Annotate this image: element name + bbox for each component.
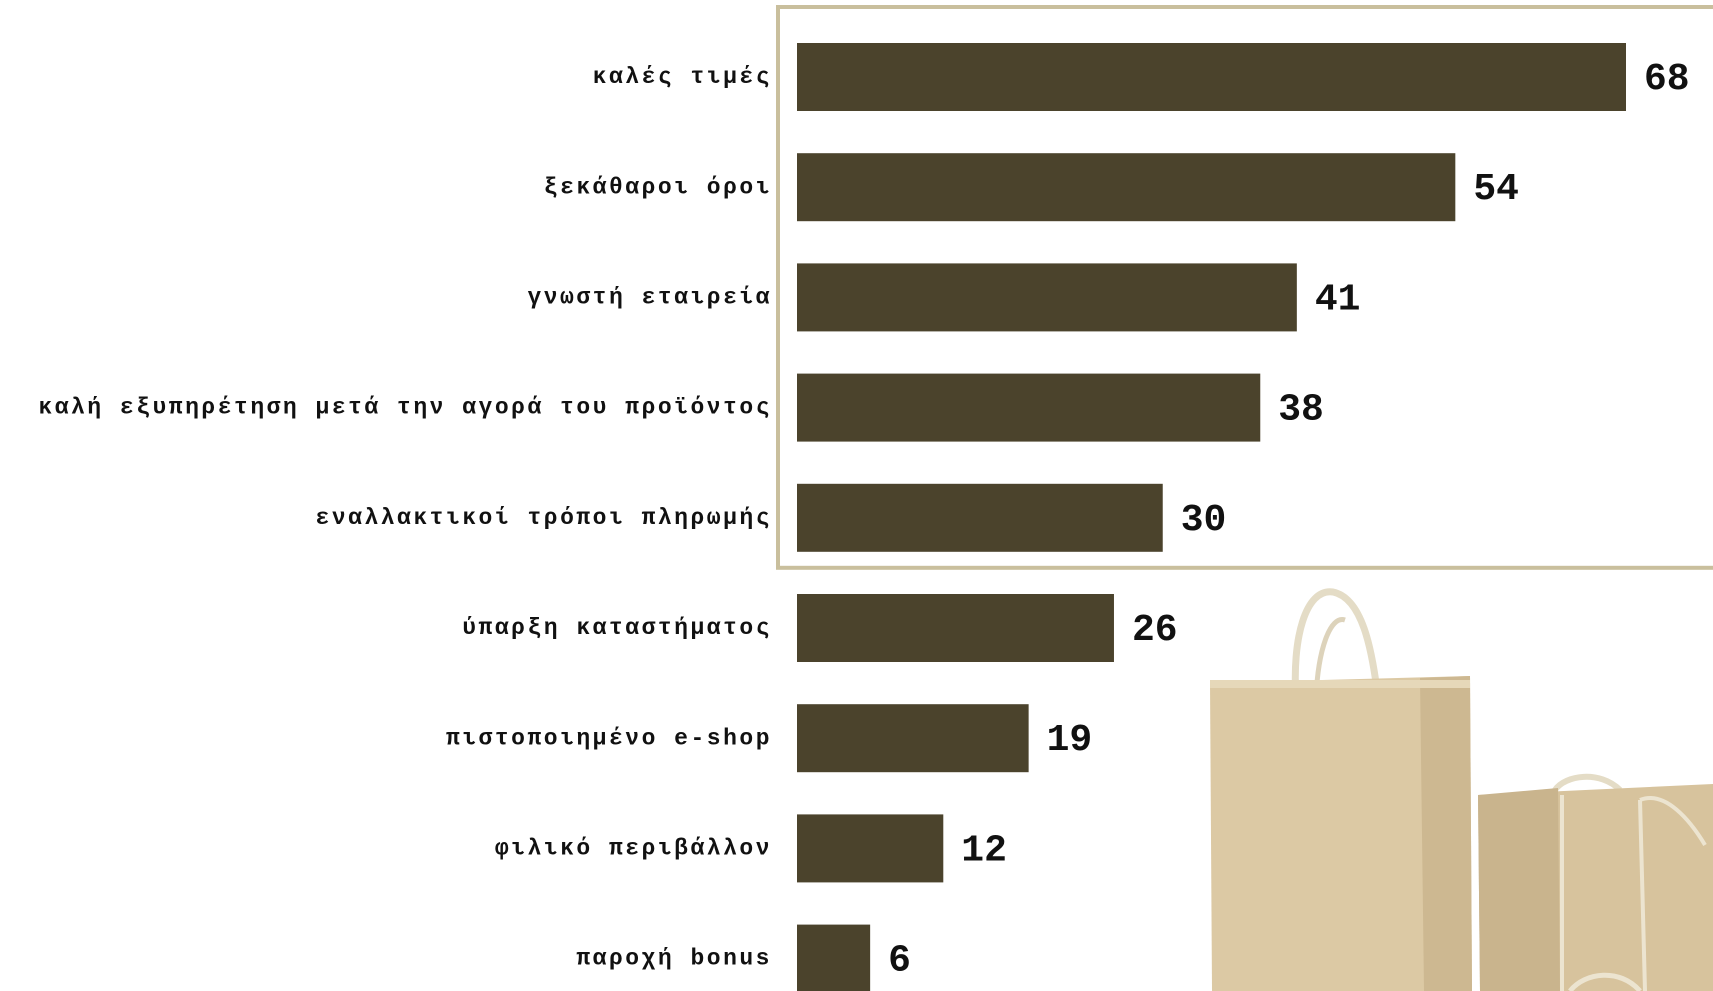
category-label-9: παροχή bonus xyxy=(576,946,772,972)
small-bag-string-loop xyxy=(1639,796,1707,847)
category-label-3: γνωστή εταιρεία xyxy=(527,284,772,310)
large-bag-handle xyxy=(1291,588,1382,699)
bar-4 xyxy=(797,373,1261,442)
highlight-frame xyxy=(776,5,1713,570)
small-bag-fold xyxy=(1478,788,1560,991)
small-bag-string-2 xyxy=(1638,799,1647,991)
large-bag-side-fold xyxy=(1420,676,1472,991)
value-label-6: 26 xyxy=(1132,609,1178,652)
category-label-1: καλές τιμές xyxy=(593,64,772,90)
value-label-9: 6 xyxy=(888,940,911,983)
bar-5 xyxy=(797,483,1163,552)
category-label-2: ξεκάθαροι όροι xyxy=(544,174,772,200)
bar-3 xyxy=(797,263,1297,332)
category-labels: καλές τιμές ξεκάθαροι όροι γνωστή εταιρεία… xyxy=(38,64,772,972)
bar-8 xyxy=(797,814,944,883)
bottom-bag-handle xyxy=(1568,972,1642,991)
category-label-5: εναλλακτικοί τρόποι πληρωμής xyxy=(316,505,772,531)
value-label-8: 12 xyxy=(961,829,1007,872)
bar-2 xyxy=(797,153,1456,222)
bar-1 xyxy=(797,43,1626,111)
category-label-7: πιστοποιημένο e-shop xyxy=(446,725,772,751)
bar-9 xyxy=(797,924,871,991)
category-label-4: καλή εξυπηρέτηση μετά την αγορά του προϊ… xyxy=(38,395,772,421)
bars-layer xyxy=(797,43,1626,991)
value-label-3: 41 xyxy=(1315,278,1361,321)
value-labels: 68 54 41 38 30 26 19 12 6 xyxy=(888,58,1689,983)
value-label-2: 54 xyxy=(1473,168,1519,211)
small-bag-handle xyxy=(1552,773,1623,793)
shopping-bags-illustration xyxy=(1210,588,1713,991)
category-label-6: ύπαρξη καταστήματος xyxy=(462,615,772,641)
bar-7 xyxy=(797,704,1029,773)
large-bag-body xyxy=(1210,676,1472,991)
value-label-4: 38 xyxy=(1278,389,1324,432)
value-label-7: 19 xyxy=(1047,719,1093,762)
category-label-8: φιλικό περιβάλλον xyxy=(495,835,772,861)
bar-6 xyxy=(797,594,1114,662)
large-bag-top-edge xyxy=(1210,680,1470,688)
value-label-1: 68 xyxy=(1644,58,1690,101)
value-label-5: 30 xyxy=(1181,499,1227,542)
